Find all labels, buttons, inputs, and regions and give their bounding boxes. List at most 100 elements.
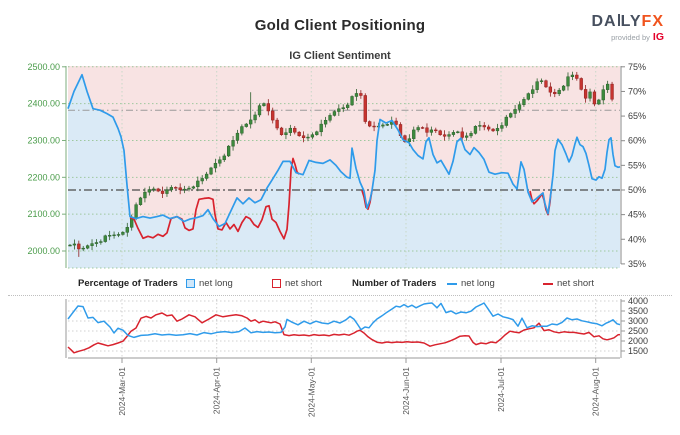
candle-body <box>535 81 539 90</box>
candle-body <box>77 243 81 250</box>
dailyfx-logo-text: DA LYFX <box>591 13 664 30</box>
candle-body <box>553 91 557 95</box>
candle-body <box>566 76 570 87</box>
candle-body <box>517 104 522 110</box>
candle-body <box>495 128 500 132</box>
net-long-square-icon <box>186 279 195 288</box>
logo-fx: FX <box>641 13 664 30</box>
candle-body <box>460 131 464 138</box>
candle-body <box>90 243 94 246</box>
candle-body <box>363 95 367 122</box>
candle-body <box>112 234 116 237</box>
pct-axis-label: 40% <box>628 234 646 244</box>
candle-body <box>306 136 310 139</box>
candle-body <box>178 187 182 191</box>
count-axis-label: 4000 <box>628 296 648 306</box>
candle-body <box>579 78 583 90</box>
candle-body <box>548 86 553 93</box>
candle-body <box>368 121 372 127</box>
candle-body <box>315 131 319 135</box>
candle-body <box>597 99 601 105</box>
candle-body <box>68 244 72 247</box>
date-axis-label: 2024-Jun-01 <box>401 367 411 415</box>
candle-body <box>253 114 257 121</box>
candle-body <box>456 131 460 133</box>
legend-pct-net-long: net long <box>186 278 233 289</box>
candle-body <box>575 74 579 79</box>
candle-body <box>209 167 213 175</box>
candle-body <box>319 123 323 133</box>
candle-body <box>522 99 526 105</box>
candle-body <box>262 103 266 106</box>
candle-body <box>108 235 112 237</box>
candle-body <box>165 189 169 194</box>
price-axis-label: 2000.00 <box>27 246 60 256</box>
candle-body <box>244 123 248 127</box>
candle-body <box>394 120 398 125</box>
candle-body <box>601 89 605 101</box>
candle-body <box>301 135 306 139</box>
candle-body <box>240 126 244 134</box>
candle-body <box>284 132 288 135</box>
candle-body <box>328 115 332 121</box>
pct-axis-label: 70% <box>628 86 646 96</box>
pct-axis-label: 65% <box>628 111 646 121</box>
date-axis-label: 2024-Jul-01 <box>496 367 506 412</box>
net-long-dash-icon <box>447 282 457 285</box>
candle-body <box>407 138 411 143</box>
candle-body <box>169 187 174 191</box>
count-axis-label: 3500 <box>628 306 648 316</box>
count-axis-label: 3000 <box>628 316 648 326</box>
candle-body <box>332 111 337 116</box>
candle-body <box>403 135 407 143</box>
candle-body <box>438 130 442 135</box>
candle-body <box>482 125 486 128</box>
candle-body <box>174 187 178 189</box>
candle-body <box>94 242 99 244</box>
price-axis-label: 2100.00 <box>27 209 60 219</box>
date-axis-label: 2024-Aug-01 <box>591 367 601 416</box>
candle-body <box>257 105 262 116</box>
date-axis-label: 2024-Apr-01 <box>212 367 222 415</box>
candle-body <box>204 173 209 179</box>
candle-body <box>121 232 125 235</box>
candle-body <box>588 91 592 99</box>
candle-body <box>434 129 438 132</box>
date-axis-label: 2024-Mar-01 <box>117 367 127 416</box>
chart-subtitle: IG Client Sentiment <box>289 50 391 62</box>
candle-body <box>235 132 240 141</box>
candle-body <box>337 108 341 112</box>
candle-body <box>416 127 420 131</box>
candle-body <box>526 93 530 100</box>
pct-axis-label: 45% <box>628 210 646 220</box>
candle-body <box>478 125 482 127</box>
candle-body <box>72 243 77 246</box>
price-axis-label: 2200.00 <box>27 172 60 182</box>
candle-body <box>99 241 103 243</box>
candle-body <box>310 134 315 138</box>
candle-body <box>412 129 416 139</box>
ig-logo: IG <box>652 30 664 43</box>
candle-body <box>279 127 284 135</box>
candle-body <box>381 124 385 127</box>
price-axis-label: 2400.00 <box>27 99 60 109</box>
candle-body <box>341 107 345 110</box>
candle-body <box>138 197 143 205</box>
candle-body <box>266 103 270 112</box>
candle-body <box>447 134 451 137</box>
candle-body <box>420 127 425 129</box>
candle-body <box>464 135 469 138</box>
candle-body <box>200 178 204 182</box>
net-short-square-icon <box>272 279 281 288</box>
candle-body <box>592 91 597 105</box>
legend-pct-net-short: net short <box>272 278 322 289</box>
candle-body <box>227 145 231 157</box>
candle-body <box>85 245 90 249</box>
candle-body <box>275 119 279 129</box>
count-axis-label: 2500 <box>628 326 648 336</box>
candle-body <box>182 188 187 191</box>
count-axis-label: 1500 <box>628 346 648 356</box>
net-short-pct-line <box>129 157 300 240</box>
candle-body <box>293 127 297 133</box>
candle-body <box>143 191 147 199</box>
